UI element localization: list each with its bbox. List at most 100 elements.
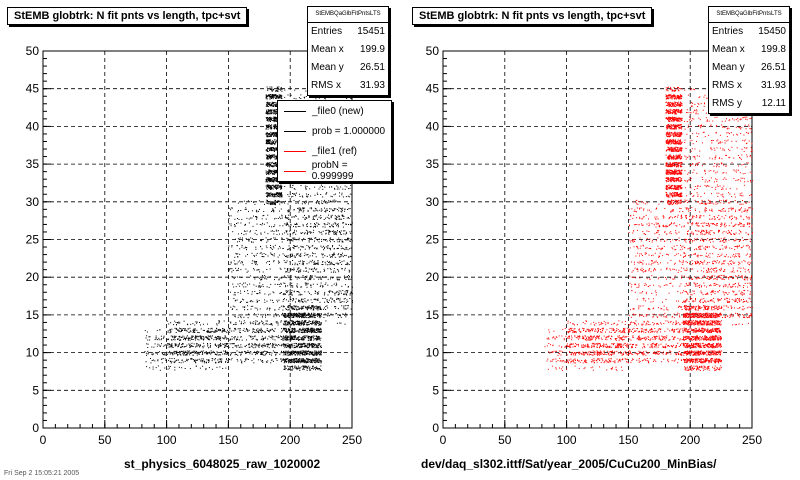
data-point — [251, 217, 253, 219]
data-point — [301, 203, 303, 205]
data-point — [315, 366, 317, 368]
data-point — [313, 352, 315, 354]
data-point — [271, 90, 273, 92]
data-point — [254, 277, 256, 278]
data-point — [282, 306, 284, 308]
data-point — [196, 322, 198, 324]
data-point — [287, 343, 289, 345]
data-point — [282, 247, 284, 249]
data-point — [213, 331, 215, 333]
data-point — [248, 222, 250, 224]
data-point — [269, 127, 271, 129]
data-point — [287, 339, 289, 341]
data-point — [317, 328, 319, 330]
data-point — [268, 185, 270, 187]
data-point — [299, 315, 301, 317]
data-point — [267, 124, 269, 126]
data-point — [340, 233, 341, 235]
data-point — [270, 324, 272, 326]
data-point — [297, 324, 299, 326]
data-point — [312, 335, 314, 337]
data-point — [283, 336, 285, 338]
data-point — [289, 330, 290, 331]
data-point — [219, 345, 221, 347]
data-point — [287, 328, 289, 330]
data-point — [319, 353, 321, 355]
data-point — [250, 200, 252, 202]
data-point — [273, 237, 275, 239]
data-point — [212, 358, 214, 360]
data-point — [235, 323, 237, 325]
data-point — [290, 312, 292, 314]
data-point — [301, 339, 303, 341]
data-point — [239, 302, 241, 303]
data-point — [250, 237, 252, 239]
data-point — [267, 101, 269, 103]
data-point — [305, 367, 307, 369]
data-point — [271, 324, 273, 326]
data-point — [238, 346, 240, 348]
data-point — [257, 286, 259, 288]
data-point — [292, 321, 294, 322]
data-point — [286, 322, 288, 324]
data-point — [248, 344, 250, 346]
data-point — [286, 339, 288, 341]
data-point — [202, 350, 204, 352]
data-point — [230, 209, 232, 211]
data-point — [312, 314, 314, 316]
data-point — [236, 359, 238, 360]
data-point — [316, 331, 318, 333]
data-point — [302, 275, 304, 277]
data-point — [275, 135, 277, 137]
data-point — [316, 344, 318, 346]
data-point — [316, 358, 318, 360]
data-point — [272, 350, 274, 352]
data-point — [322, 256, 324, 258]
data-point — [235, 286, 237, 288]
data-point — [268, 125, 270, 127]
data-point — [288, 360, 290, 362]
data-point — [320, 284, 322, 286]
data-point — [304, 346, 306, 348]
data-point — [308, 240, 310, 242]
data-point — [266, 127, 268, 129]
data-point — [302, 352, 304, 354]
data-point — [289, 361, 291, 363]
data-point — [314, 186, 316, 188]
data-point — [294, 306, 296, 308]
data-point — [346, 217, 348, 219]
data-point — [269, 110, 271, 112]
data-point — [248, 343, 250, 345]
data-point — [275, 94, 277, 96]
data-point — [274, 149, 276, 151]
data-point — [276, 128, 277, 130]
data-point — [312, 306, 314, 308]
data-point — [269, 195, 271, 197]
data-point — [241, 339, 243, 341]
data-point — [269, 150, 270, 152]
data-point — [350, 308, 352, 310]
data-point — [269, 119, 271, 121]
data-point — [304, 215, 305, 216]
data-point — [310, 339, 312, 341]
data-point — [266, 142, 268, 144]
data-point — [277, 185, 279, 187]
data-point — [271, 127, 273, 129]
data-point — [321, 238, 323, 240]
data-point — [195, 359, 197, 361]
data-point — [270, 247, 272, 249]
data-point — [269, 268, 271, 270]
data-point — [252, 329, 254, 331]
y-tick-label: 25 — [26, 233, 40, 247]
data-point — [324, 226, 326, 228]
data-point — [266, 118, 268, 120]
data-point — [274, 125, 276, 127]
data-point — [268, 102, 270, 104]
data-point — [302, 246, 304, 248]
data-point — [258, 351, 260, 353]
data-point — [201, 354, 203, 355]
data-point — [324, 283, 326, 285]
data-point — [318, 315, 320, 317]
data-point — [301, 286, 303, 288]
data-point — [176, 350, 178, 352]
